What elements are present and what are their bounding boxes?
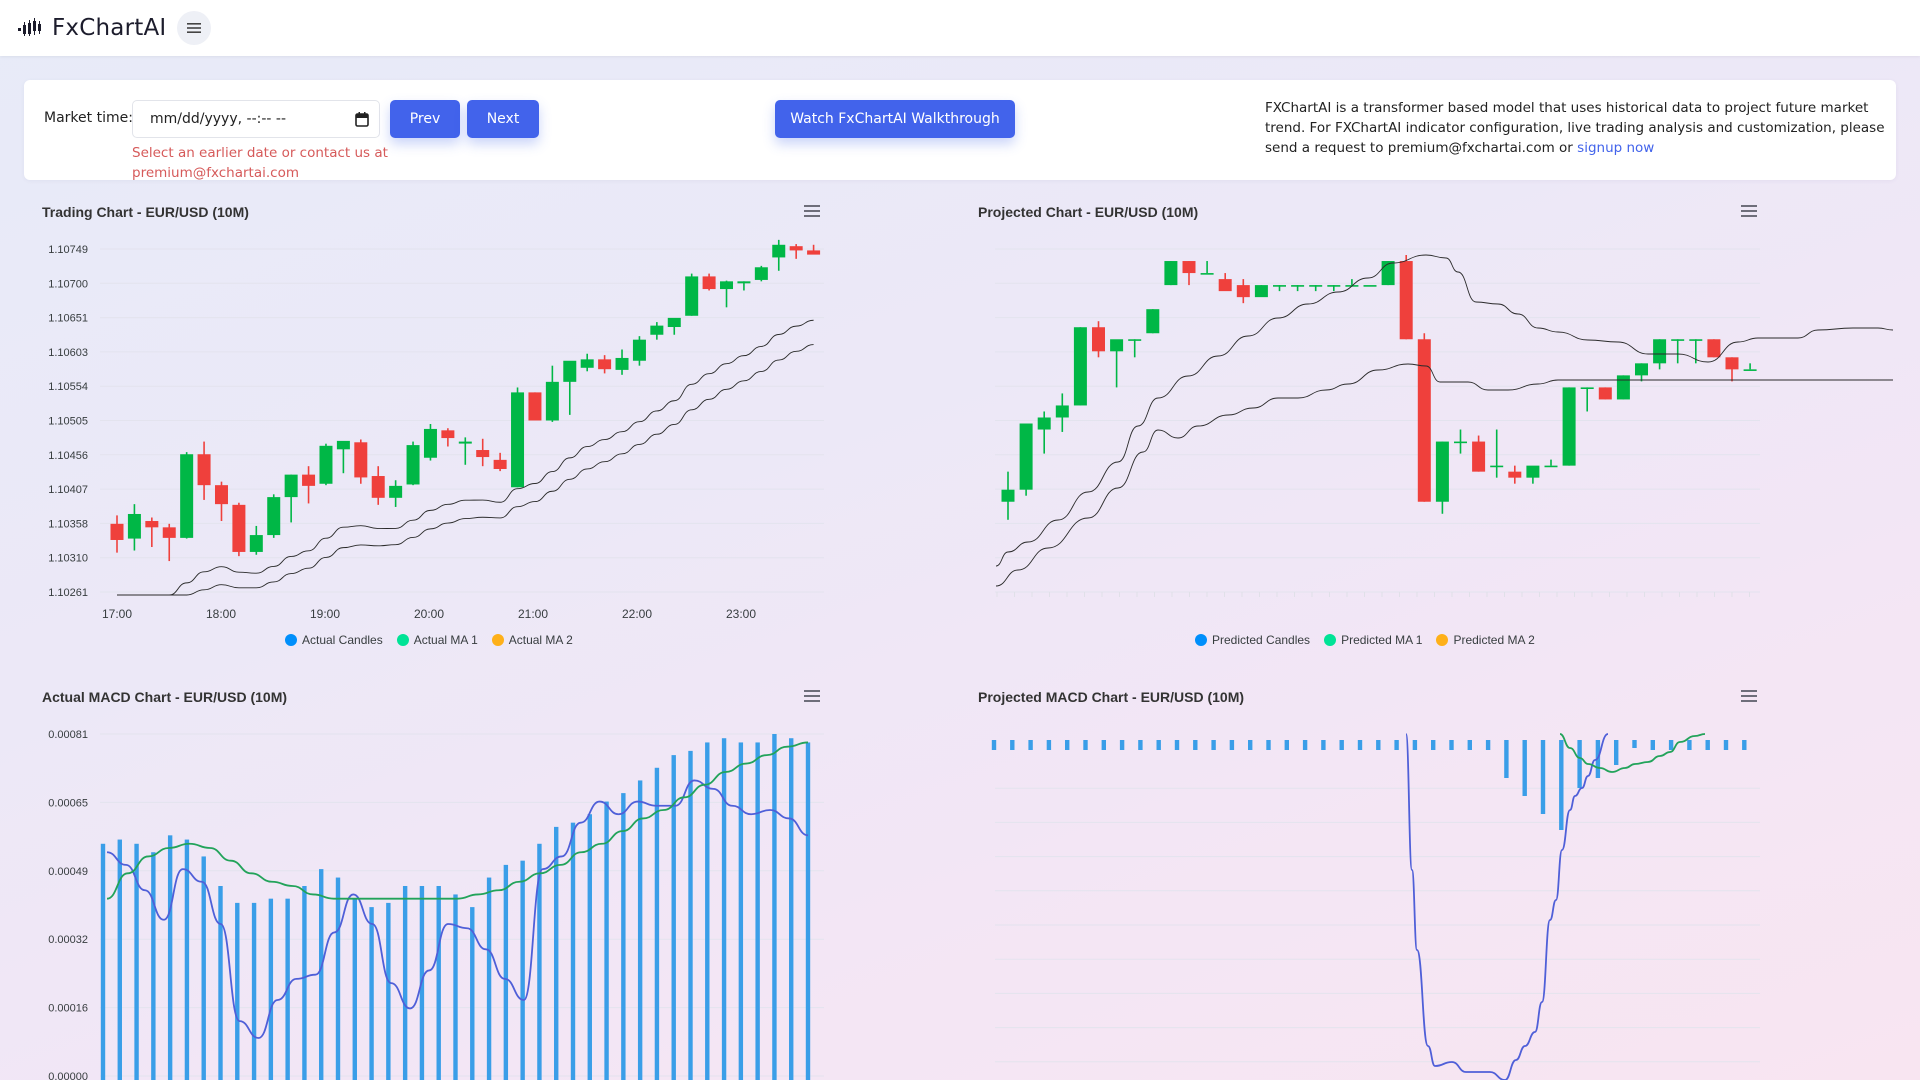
trading-chart-menu-button[interactable] [804,205,820,217]
svg-text:0.00065: 0.00065 [48,797,88,809]
svg-text:0.00016: 0.00016 [48,1003,88,1015]
navbar: FxChartAI [0,0,1920,56]
calendar-icon[interactable] [355,111,369,127]
svg-text:1.10554: 1.10554 [48,381,88,393]
product-description: FXChartAI is a transformer based model t… [1265,98,1885,158]
menu-toggle-button[interactable] [177,11,212,45]
svg-text:1.10310: 1.10310 [48,553,88,565]
svg-text:0.00081: 0.00081 [48,729,88,741]
svg-text:21:00: 21:00 [518,607,548,621]
svg-text:20:00: 20:00 [414,607,444,621]
projected-chart-title: Projected Chart - EUR/USD (10M) [978,204,1199,220]
svg-text:1.10407: 1.10407 [48,484,88,496]
market-time-input[interactable]: mm/dd/yyyy, --:-- -- [132,100,380,138]
hamburger-menu-icon [1741,205,1757,207]
legend-actual-ma1[interactable]: Actual MA 1 [396,633,478,647]
info-text: FXChartAI is a transformer based model t… [1265,100,1885,156]
trading-chart-legend: Actual Candles Actual MA 1 Actual MA 2 [285,633,573,647]
svg-text:1.10505: 1.10505 [48,416,88,428]
svg-text:0.00000: 0.00000 [48,1071,88,1080]
legend-predicted-candles[interactable]: Predicted Candles [1195,633,1310,647]
hamburger-menu-icon [804,205,820,207]
svg-text:1.10700: 1.10700 [48,278,88,290]
svg-text:1.10651: 1.10651 [48,313,88,325]
svg-text:17:00: 17:00 [102,607,132,621]
actual-macd-menu-button[interactable] [804,690,820,702]
svg-text:1.10261: 1.10261 [48,587,88,599]
hamburger-menu-icon [1741,690,1757,692]
projected-macd-title: Projected MACD Chart - EUR/USD (10M) [978,689,1245,705]
brand[interactable]: FxChartAI [18,15,166,41]
svg-text:1.10358: 1.10358 [48,518,88,530]
svg-text:18:00: 18:00 [206,607,236,621]
svg-text:1.10456: 1.10456 [48,450,88,462]
legend-actual-ma2[interactable]: Actual MA 2 [491,633,573,647]
trading-candlestick-chart[interactable]: 1.10749 1.10700 1.10651 1.10603 1.10554 1.105… [0,230,960,621]
actual-macd-chart[interactable]: 0.00081 0.00065 0.00049 0.00032 0.00016 0.000… [0,720,960,1080]
control-panel: Market time: mm/dd/yyyy, --:-- -- Select… [24,80,1896,181]
trading-chart-title: Trading Chart - EUR/USD (10M) [42,204,249,220]
hamburger-menu-icon [804,690,820,692]
svg-text:1.10749: 1.10749 [48,244,88,256]
svg-text:22:00: 22:00 [622,607,652,621]
projected-macd-menu-button[interactable] [1741,690,1757,702]
next-button[interactable]: Next [467,100,539,138]
legend-actual-candles[interactable]: Actual Candles [285,633,383,647]
actual-macd-title: Actual MACD Chart - EUR/USD (10M) [42,689,288,705]
date-error-message: Select an earlier date or contact us at … [132,145,388,181]
projected-macd-chart[interactable] [960,720,1920,1080]
market-time-label: Market time: [44,110,133,126]
legend-predicted-ma2[interactable]: Predicted MA 2 [1436,633,1535,647]
svg-text:0.00049: 0.00049 [48,866,88,878]
hamburger-menu-icon [187,23,202,33]
projected-chart-menu-button[interactable] [1741,205,1757,217]
candlestick-logo-icon [18,18,41,36]
svg-text:19:00: 19:00 [310,607,340,621]
brand-name: FxChartAI [52,15,167,41]
market-time-placeholder: mm/dd/yyyy, --:-- -- [150,111,287,127]
projected-candlestick-chart[interactable] [960,230,1920,620]
prev-button[interactable]: Prev [390,100,460,138]
projected-chart-legend: Predicted Candles Predicted MA 1 Predict… [1195,633,1535,647]
watch-walkthrough-button[interactable]: Watch FxChartAI Walkthrough [775,100,1015,138]
signup-link[interactable]: signup now [1577,140,1655,156]
svg-text:0.00032: 0.00032 [48,934,88,946]
svg-text:1.10603: 1.10603 [48,347,88,359]
svg-text:23:00: 23:00 [726,607,756,621]
legend-predicted-ma1[interactable]: Predicted MA 1 [1324,633,1422,647]
